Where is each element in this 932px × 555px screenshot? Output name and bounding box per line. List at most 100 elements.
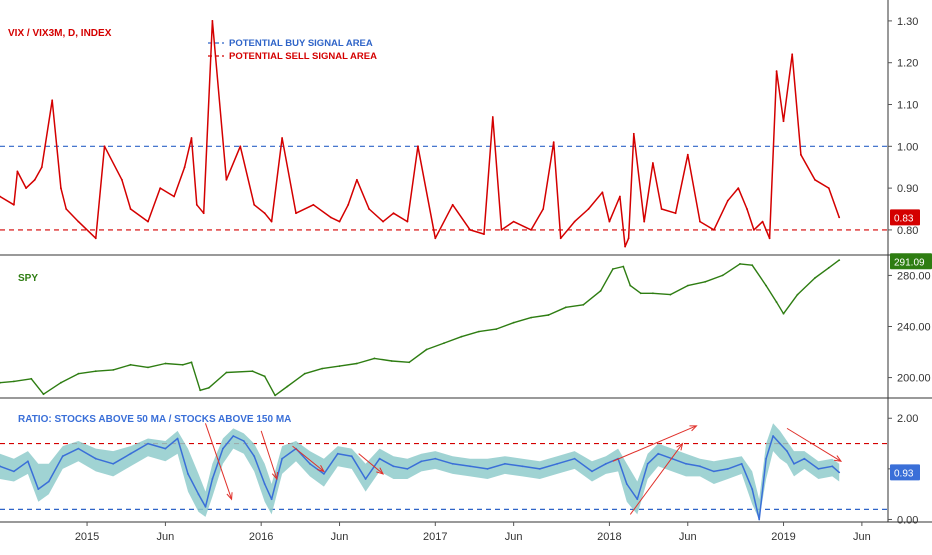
spy-point: [190, 361, 193, 364]
vix-ratio-point: [587, 208, 590, 210]
stocks-ratio-point: [378, 457, 381, 460]
vix-ratio-point: [368, 208, 370, 210]
stocks-ratio-point: [242, 440, 245, 442]
stocks-ratio-point: [793, 462, 795, 465]
vix-ratio-point: [0, 195, 1, 198]
vix-ratio-point: [195, 203, 198, 206]
stocks-ratio-point: [281, 457, 283, 460]
spy-point: [94, 370, 97, 373]
vix-ratio-point: [417, 145, 419, 148]
x-tick-label: 2018: [597, 531, 621, 543]
spy-pane: SPY: [0, 259, 841, 397]
vix-ratio-point: [347, 203, 350, 206]
vix-ratio-pane: VIX / VIX3M, D, INDEX POTENTIAL BUY SIGN…: [0, 20, 888, 248]
stocks-ratio-point: [636, 498, 639, 501]
spy-point: [208, 386, 210, 389]
spy-point: [147, 366, 149, 369]
stocks-ratio-point: [556, 462, 559, 465]
spy-point: [251, 370, 254, 373]
spy-point: [686, 284, 689, 287]
stocks-ratio-point: [232, 435, 235, 437]
stocks-ratio-point: [434, 457, 437, 460]
vix-ratio-point: [159, 187, 162, 190]
vix-ratio-point: [253, 203, 256, 206]
x-tick-label: Jun: [853, 531, 871, 543]
stocks-ratio-point: [713, 470, 715, 473]
spy-point: [565, 306, 567, 309]
stocks-ratio-point: [37, 488, 40, 490]
spy-point: [612, 268, 614, 270]
vix-ratio-point: [356, 178, 358, 181]
stocks-ratio-point: [817, 468, 820, 470]
spy-line: [0, 259, 840, 397]
spy-point: [639, 292, 642, 295]
stocks-ratio-point: [657, 452, 660, 455]
vix-ratio-point: [338, 220, 341, 223]
spy-series: [0, 259, 841, 397]
spy-point: [512, 321, 515, 324]
stocks-ratio-pane: RATIO: STOCKS ABOVE 50 MA / STOCKS ABOVE…: [0, 414, 888, 521]
vix-ratio-point: [800, 153, 802, 156]
stocks-ratio-point: [336, 452, 339, 455]
spy-point: [530, 316, 532, 319]
vix-ratio-point: [16, 170, 19, 173]
stocks-ratio-point: [47, 480, 50, 483]
stocks-ratio-point: [147, 442, 149, 445]
stocks-ratio-point: [803, 457, 806, 460]
price-scales[interactable]: 0.80 0.90 1.00 1.10 1.20 1.30 200.00 240.00 280.…: [888, 16, 931, 527]
vix-ratio-point: [40, 166, 43, 169]
divergence-arrow: [612, 425, 697, 462]
stocks-ratio-point: [197, 493, 200, 496]
vix-ratio-point: [281, 137, 283, 139]
vix-ratio-point: [392, 212, 395, 215]
time-axis[interactable]: 2015 Jun 2016 Jun 2017 Jun 2018 Jun 2019 Jun: [75, 522, 871, 543]
vix-ratio-point: [190, 137, 193, 139]
stocks-ratio-point: [420, 460, 423, 463]
vix-ratio-point: [491, 116, 494, 118]
vix-ratio-point: [530, 229, 532, 231]
vix-ratio-point: [726, 199, 729, 202]
spy-point: [652, 292, 654, 295]
vix-ratio-point: [573, 220, 576, 223]
stocks-ratio-point: [270, 498, 273, 501]
vix-ratio-point: [13, 203, 15, 206]
vix-ratio-value-label: 0.83: [894, 213, 914, 224]
y-tick-label: 0.80: [897, 225, 918, 237]
stocks-ratio-point: [573, 457, 576, 460]
spy-point: [827, 266, 830, 269]
spy-point: [751, 264, 754, 267]
spy-point: [460, 335, 463, 338]
x-tick-label: 2019: [771, 531, 795, 543]
vix-ratio-point: [608, 220, 611, 223]
spy-point: [356, 362, 358, 365]
divergence-arrow: [204, 423, 233, 500]
spy-point: [286, 385, 289, 388]
spy-point: [129, 363, 132, 366]
ratio-band: [0, 423, 840, 520]
stocks-ratio-point: [740, 462, 743, 465]
vix-ratio-point: [239, 145, 242, 148]
vix-ratio-point: [211, 20, 214, 22]
x-tick-label: 2017: [423, 531, 447, 543]
stocks-ratio-point: [112, 462, 115, 465]
stocks-ratio-point: [685, 462, 687, 465]
divergence-arrowhead: [271, 471, 278, 481]
spy-point: [622, 265, 625, 268]
pane-dividers: [0, 0, 932, 523]
vix-ratio-point: [382, 220, 384, 223]
spy-point: [274, 394, 276, 397]
vix-ratio-point: [686, 153, 689, 156]
vix-ratio-point: [827, 187, 830, 190]
spy-point: [373, 357, 376, 360]
vix-ratio-point: [33, 178, 36, 181]
stocks-ratio-series: [0, 423, 843, 521]
divergence-arrow: [260, 430, 278, 480]
vix-ratio-point: [632, 132, 635, 135]
spy-point: [838, 259, 841, 261]
vix-ratio-point: [25, 187, 27, 190]
stocks-ratio-point: [364, 478, 367, 480]
spy-point: [303, 372, 306, 375]
vix-ratio-point: [627, 237, 630, 240]
stocks-ratio-point: [726, 468, 729, 470]
